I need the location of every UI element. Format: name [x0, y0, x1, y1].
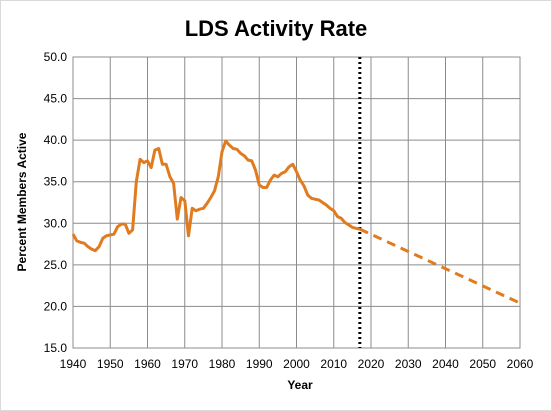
- x-tick-label: 2050: [469, 357, 496, 371]
- x-tick-label: 2020: [358, 357, 385, 371]
- x-tick-label: 1990: [246, 357, 273, 371]
- chart-title: LDS Activity Rate: [185, 16, 368, 41]
- y-tick-label: 35.0: [44, 175, 68, 189]
- x-tick-label: 1970: [171, 357, 198, 371]
- y-tick-label: 45.0: [44, 92, 68, 106]
- y-tick-label: 25.0: [44, 258, 68, 272]
- chart-grid: [72, 56, 521, 349]
- y-tick-label: 40.0: [44, 133, 68, 147]
- x-tick-label: 1940: [60, 357, 87, 371]
- y-tick-label: 15.0: [44, 341, 68, 355]
- projection-line: [359, 227, 521, 305]
- y-tick-label: 30.0: [44, 216, 68, 230]
- x-tick-label: 2030: [395, 357, 422, 371]
- x-tick-label: 1960: [134, 357, 161, 371]
- y-tick-label: 50.0: [44, 50, 68, 64]
- x-tick-label: 2000: [283, 357, 310, 371]
- x-axis-label: Year: [287, 378, 313, 392]
- x-tick-label: 2040: [432, 357, 459, 371]
- x-tick-labels: 1940 1950 1960 1970 1980 1990 2000 2010 2020 2030…: [60, 357, 534, 371]
- series-group: [71, 139, 521, 305]
- y-tick-label: 20.0: [44, 299, 68, 313]
- x-tick-label: 2010: [320, 357, 347, 371]
- x-tick-label: 1980: [209, 357, 236, 371]
- plot-area-border: [72, 56, 521, 349]
- y-tick-labels: 15.0 20.0 25.0 30.0 35.0 40.0 45.0 50.0: [44, 50, 68, 355]
- y-axis-label: Percent Members Active: [15, 132, 29, 271]
- x-tick-label: 1950: [97, 357, 124, 371]
- x-tick-label: 2060: [507, 357, 534, 371]
- activity-rate-line: [71, 139, 361, 253]
